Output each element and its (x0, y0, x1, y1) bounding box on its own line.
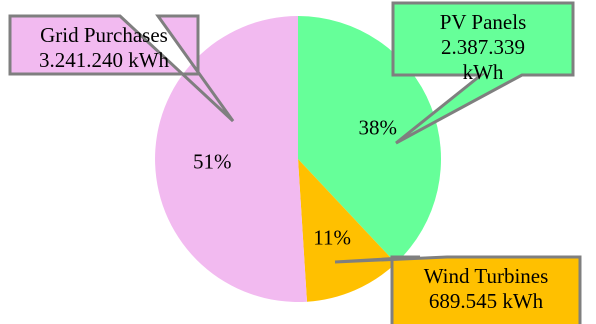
callout-label: PV Panels (440, 10, 527, 34)
percent-labels: 38% 11% 51% (193, 115, 397, 249)
callout-box (8, 14, 235, 123)
pie-slice-grid-purchases (155, 16, 307, 303)
callout-value: 2.387.339 (441, 35, 525, 59)
pie-slice-wind-turbines (298, 159, 396, 302)
callout-box (391, 1, 575, 145)
callout-value: 3.241.240 kWh (39, 48, 170, 72)
callout-box (334, 255, 582, 324)
percent-label-grid-purchases: 51% (193, 150, 232, 174)
callout-label: Wind Turbines (424, 264, 549, 288)
callout-value: 689.545 kWh (429, 289, 544, 313)
pie-slices (155, 16, 441, 303)
percent-label-pv-panels: 38% (359, 115, 398, 139)
callout-label: Grid Purchases (40, 23, 168, 47)
callout-value: kWh (463, 60, 504, 84)
pie-slice-pv-panels (298, 16, 441, 264)
percent-label-wind-turbines: 11% (313, 226, 351, 250)
